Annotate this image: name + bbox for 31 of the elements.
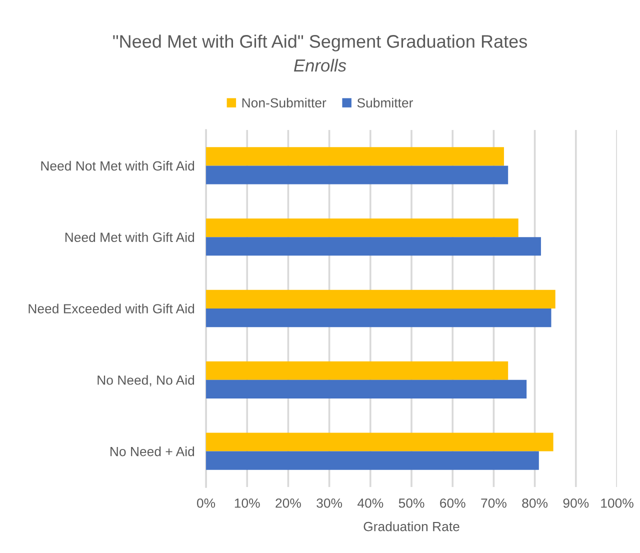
x-tick-label: 20% (276, 498, 301, 508)
bar (206, 380, 527, 398)
bar (206, 218, 518, 238)
x-tick-label: 80% (522, 498, 548, 508)
bar (206, 147, 504, 166)
bar (206, 451, 539, 470)
y-tick-label: Need Exceeded with Gift Aid (28, 304, 194, 314)
legend-label: Non-Submitter (242, 98, 326, 108)
x-tick-label: 50% (398, 498, 424, 508)
y-tick-label: Need Not Met with Gift Aid (41, 160, 194, 171)
bar (206, 361, 508, 380)
x-tick-label: 90% (563, 498, 589, 508)
x-tick-label: 60% (440, 498, 466, 508)
x-tick-label: 0% (196, 498, 216, 508)
legend-label: Submitter (357, 98, 413, 108)
bar (206, 237, 541, 256)
y-tick-label: No Need + Aid (110, 446, 194, 456)
x-tick-label: 10% (234, 498, 260, 508)
y-tick-label: Need Met with Gift Aid (65, 232, 194, 242)
x-tick-label: 40% (358, 498, 384, 508)
y-tick-label: No Need, No Aid (98, 375, 194, 386)
bar (206, 290, 556, 308)
x-tick-label: 70% (481, 498, 506, 508)
bar (206, 432, 554, 452)
x-tick-label: 30% (316, 498, 342, 508)
chart-title: "Need Met with Gift Aid" Segment Graduation Rates (113, 34, 527, 52)
bar (206, 166, 508, 184)
chart-subtitle: Enrolls (294, 58, 346, 72)
x-axis-title: Graduation Rate (364, 522, 460, 532)
x-tick-label: 100% (601, 498, 634, 508)
bar (206, 308, 552, 328)
